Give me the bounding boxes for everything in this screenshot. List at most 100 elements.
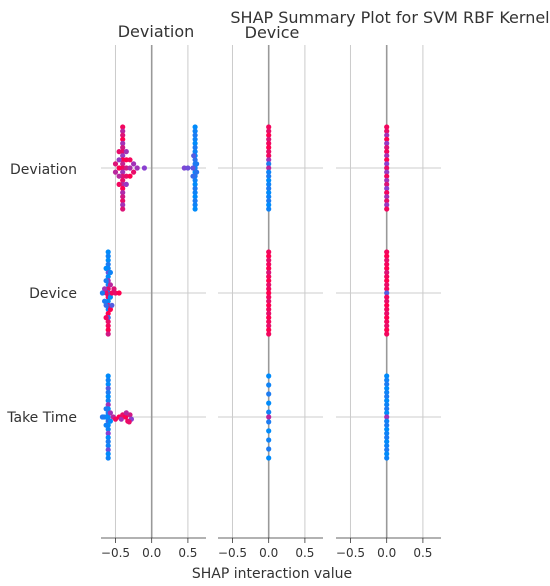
shap-point xyxy=(266,428,272,434)
shap-point xyxy=(120,173,126,179)
shap-point xyxy=(192,136,198,142)
shap-point xyxy=(105,274,111,280)
shap-point xyxy=(120,165,126,171)
shap-point xyxy=(384,306,390,312)
shap-point xyxy=(127,173,133,179)
shap-point xyxy=(103,406,109,412)
shap-point xyxy=(266,202,272,208)
shap-point xyxy=(384,385,390,391)
shap-point xyxy=(384,377,390,383)
shap-point xyxy=(384,181,390,187)
shap-point xyxy=(105,310,111,317)
shap-point xyxy=(384,165,390,171)
shap-point xyxy=(107,294,113,300)
shap-point xyxy=(194,169,200,175)
shap-point xyxy=(105,393,111,400)
x-tick-label: 0.5 xyxy=(413,546,432,560)
shap-point xyxy=(384,381,390,387)
shap-point xyxy=(192,185,198,192)
shap-point xyxy=(384,422,390,428)
shap-point xyxy=(266,265,272,271)
x-tick-label: −0.5 xyxy=(336,546,365,560)
shap-point xyxy=(384,414,390,420)
shap-point xyxy=(120,157,126,163)
shap-point xyxy=(266,282,272,288)
shap-point xyxy=(266,249,272,255)
shap-point xyxy=(266,253,272,259)
shap-point xyxy=(123,181,129,187)
shap-point xyxy=(384,265,390,271)
shap-point xyxy=(131,161,137,167)
shap-point xyxy=(120,181,126,187)
shap-point xyxy=(266,185,272,192)
shap-point xyxy=(192,132,198,138)
shap-point xyxy=(384,144,390,151)
shap-point xyxy=(384,149,390,155)
shap-point xyxy=(266,136,272,142)
shap-point xyxy=(266,165,272,171)
shap-point xyxy=(120,169,126,175)
shap-point xyxy=(266,319,272,325)
shap-point xyxy=(266,298,272,304)
shap-point xyxy=(266,132,272,138)
shap-point xyxy=(384,124,390,130)
panels-group: −0.5 0.0 0.5 −0.5 0.0 0.5 −0.5 0.0 0.5 xyxy=(99,45,441,560)
shap-point xyxy=(105,389,111,395)
shap-point xyxy=(120,206,126,212)
shap-point xyxy=(384,426,390,432)
shap-point xyxy=(123,157,129,163)
shap-point xyxy=(120,140,126,146)
shap-point xyxy=(266,149,272,155)
shap-point xyxy=(107,269,113,276)
shap-point xyxy=(384,169,390,175)
shap-point xyxy=(105,373,111,379)
shap-point xyxy=(384,132,390,138)
shap-point xyxy=(384,194,390,200)
shap-point xyxy=(384,439,390,445)
x-tick-label: 0.5 xyxy=(178,546,197,560)
shap-point xyxy=(192,157,198,163)
shap-point xyxy=(107,418,113,424)
shap-point xyxy=(266,190,272,196)
shap-point xyxy=(103,290,109,296)
shap-point xyxy=(105,451,111,457)
shap-point xyxy=(384,373,390,379)
shap-point xyxy=(384,153,390,159)
shap-point xyxy=(116,181,122,187)
chart-title: SHAP Summary Plot for SVM RBF Kernel xyxy=(230,8,549,27)
shap-point xyxy=(384,315,390,321)
shap-point xyxy=(266,269,272,276)
shap-point xyxy=(105,286,111,292)
shap-point xyxy=(191,153,197,159)
shap-point xyxy=(266,278,272,284)
shap-point xyxy=(190,165,196,171)
shap-point xyxy=(120,149,126,155)
shap-point xyxy=(127,157,133,163)
shap-point xyxy=(99,414,105,420)
shap-point xyxy=(127,165,133,171)
shap-point xyxy=(120,161,126,167)
shap-point xyxy=(384,319,390,325)
shap-point xyxy=(123,165,129,171)
shap-point xyxy=(105,319,111,325)
shap-point xyxy=(192,198,198,204)
shap-point xyxy=(384,253,390,259)
shap-point xyxy=(266,391,272,397)
shap-point xyxy=(116,149,122,155)
x-axis-label: SHAP interaction value xyxy=(192,566,352,582)
shap-point xyxy=(384,389,390,395)
x-tick-label: 0.5 xyxy=(295,546,314,560)
shap-point xyxy=(111,286,117,292)
x-tick-label: −0.5 xyxy=(101,546,130,560)
shap-point xyxy=(120,144,126,151)
shap-point xyxy=(266,437,272,443)
shap-point xyxy=(384,323,390,329)
shap-point xyxy=(266,274,272,280)
shap-point xyxy=(105,443,111,449)
shap-point xyxy=(384,206,390,212)
row-label-device: Device xyxy=(29,286,77,302)
shap-point xyxy=(118,416,124,422)
shap-point xyxy=(384,269,390,276)
shap-point xyxy=(105,331,111,337)
shap-point xyxy=(105,253,111,259)
